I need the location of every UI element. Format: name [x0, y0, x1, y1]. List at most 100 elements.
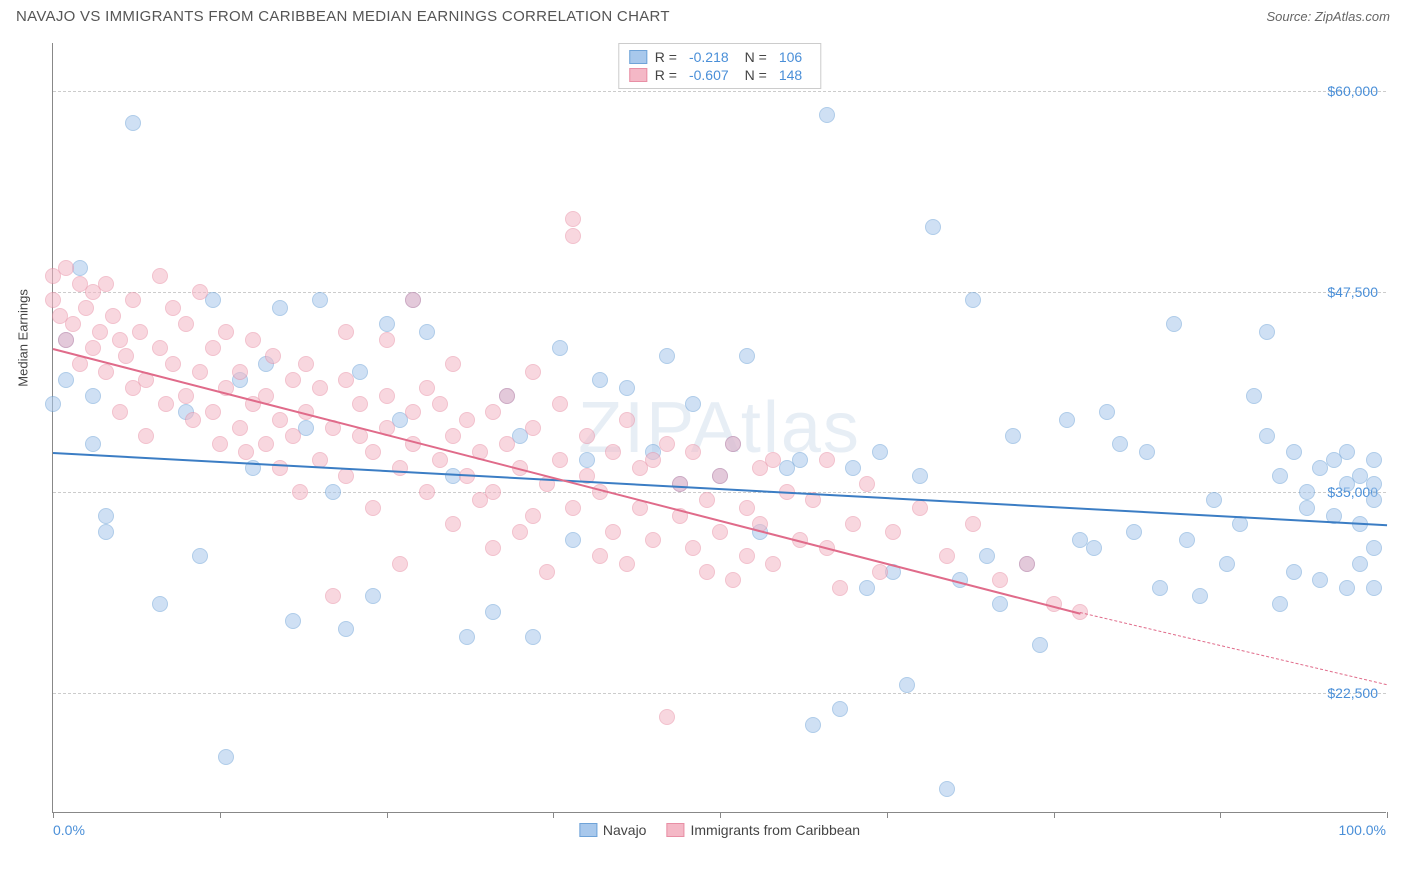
stat-N-label: N =: [745, 49, 767, 65]
data-point: [1259, 324, 1275, 340]
data-point: [525, 364, 541, 380]
data-point: [725, 572, 741, 588]
data-point: [539, 564, 555, 580]
data-point: [899, 677, 915, 693]
data-point: [365, 588, 381, 604]
data-point: [58, 332, 74, 348]
data-point: [1272, 468, 1288, 484]
series-legend-item: Immigrants from Caribbean: [666, 822, 860, 838]
trend-line: [53, 452, 1387, 526]
data-point: [185, 412, 201, 428]
data-point: [1352, 556, 1368, 572]
data-point: [45, 292, 61, 308]
data-point: [285, 372, 301, 388]
data-point: [405, 292, 421, 308]
data-point: [118, 348, 134, 364]
data-point: [925, 219, 941, 235]
data-point: [325, 588, 341, 604]
data-point: [125, 115, 141, 131]
data-point: [619, 556, 635, 572]
data-point: [965, 292, 981, 308]
data-point: [1299, 484, 1315, 500]
data-point: [1192, 588, 1208, 604]
data-point: [1206, 492, 1222, 508]
data-point: [912, 500, 928, 516]
data-point: [338, 621, 354, 637]
data-point: [78, 300, 94, 316]
x-label-min: 0.0%: [53, 822, 85, 838]
data-point: [338, 372, 354, 388]
data-point: [158, 396, 174, 412]
data-point: [272, 300, 288, 316]
data-point: [178, 316, 194, 332]
data-point: [1312, 572, 1328, 588]
y-tick-label: $22,500: [1327, 685, 1378, 701]
data-point: [712, 468, 728, 484]
data-point: [165, 356, 181, 372]
data-point: [85, 436, 101, 452]
data-point: [98, 364, 114, 380]
data-point: [1126, 524, 1142, 540]
data-point: [98, 508, 114, 524]
data-point: [98, 276, 114, 292]
data-point: [1059, 412, 1075, 428]
data-point: [312, 292, 328, 308]
data-point: [659, 709, 675, 725]
data-point: [485, 540, 501, 556]
data-point: [1219, 556, 1235, 572]
data-point: [205, 404, 221, 420]
data-point: [819, 452, 835, 468]
stat-R-value: -0.218: [689, 49, 729, 65]
data-point: [312, 380, 328, 396]
data-point: [885, 524, 901, 540]
data-point: [619, 412, 635, 428]
data-point: [565, 500, 581, 516]
data-point: [178, 388, 194, 404]
data-point: [365, 500, 381, 516]
data-point: [552, 340, 568, 356]
data-point: [525, 420, 541, 436]
data-point: [392, 556, 408, 572]
y-tick-label: $47,500: [1327, 284, 1378, 300]
data-point: [285, 613, 301, 629]
data-point: [845, 460, 861, 476]
data-point: [445, 428, 461, 444]
data-point: [132, 324, 148, 340]
x-tick: [720, 812, 721, 818]
data-point: [419, 380, 435, 396]
data-point: [592, 548, 608, 564]
chart-source: Source: ZipAtlas.com: [1266, 9, 1390, 24]
data-point: [552, 396, 568, 412]
data-point: [672, 476, 688, 492]
data-point: [552, 452, 568, 468]
data-point: [338, 468, 354, 484]
gridline: [53, 492, 1386, 493]
data-point: [712, 524, 728, 540]
data-point: [112, 404, 128, 420]
legend-swatch: [666, 823, 684, 837]
series-legend-label: Navajo: [603, 822, 647, 838]
data-point: [245, 332, 261, 348]
stat-R-value: -0.607: [689, 67, 729, 83]
data-point: [65, 316, 81, 332]
gridline: [53, 91, 1386, 92]
legend-swatch: [579, 823, 597, 837]
data-point: [499, 388, 515, 404]
x-tick: [220, 812, 221, 818]
x-tick: [887, 812, 888, 818]
data-point: [1139, 444, 1155, 460]
data-point: [379, 332, 395, 348]
x-tick: [1220, 812, 1221, 818]
stat-R-label: R =: [655, 49, 677, 65]
data-point: [212, 436, 228, 452]
data-point: [265, 348, 281, 364]
data-point: [459, 412, 475, 428]
data-point: [285, 428, 301, 444]
data-point: [1005, 428, 1021, 444]
y-axis-title: Median Earnings: [16, 289, 31, 387]
data-point: [1339, 580, 1355, 596]
stat-N-value: 148: [779, 67, 802, 83]
data-point: [659, 348, 675, 364]
data-point: [1032, 637, 1048, 653]
data-point: [1272, 596, 1288, 612]
